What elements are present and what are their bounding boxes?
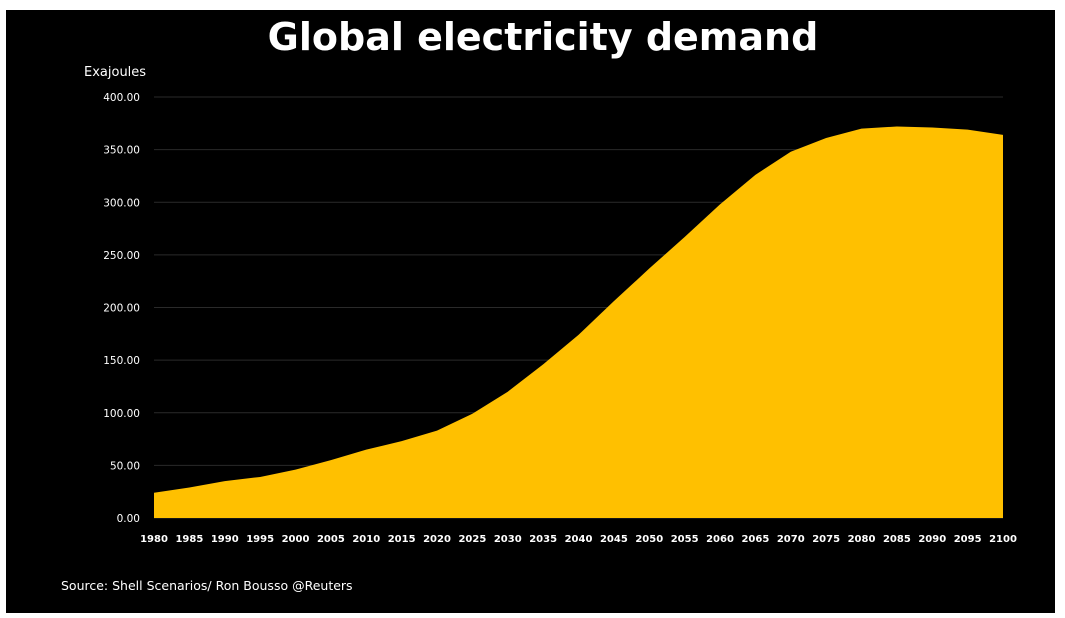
x-tick-label: 2090 — [918, 534, 946, 545]
x-tick-label: 1990 — [211, 534, 239, 545]
x-tick-label: 2080 — [848, 534, 876, 545]
gridlines — [154, 96, 1003, 519]
x-tick-label: 2045 — [600, 534, 628, 545]
x-tick-label: 2095 — [954, 534, 982, 545]
y-tick-label: 250.00 — [103, 250, 140, 262]
x-tick-label: 2060 — [706, 534, 734, 545]
x-tick-label: 2070 — [777, 534, 805, 545]
demand-area — [154, 126, 1003, 518]
y-axis-ticks: 0.00 50.00 100.00 150.00 200.00 250.00 300.00 3… — [103, 92, 140, 525]
x-tick-label: 2055 — [671, 534, 699, 545]
x-tick-label: 1980 — [140, 534, 168, 545]
x-tick-label: 2010 — [352, 534, 380, 545]
x-tick-label: 2005 — [317, 534, 345, 545]
y-tick-label: 350.00 — [103, 145, 140, 157]
x-tick-label: 2020 — [423, 534, 451, 545]
x-tick-label: 2025 — [458, 534, 486, 545]
x-tick-label: 2030 — [494, 534, 522, 545]
x-tick-label: 2035 — [529, 534, 557, 545]
chart-frame: 0.00 50.00 100.00 150.00 200.00 250.00 300.00 3… — [6, 10, 1055, 613]
area-series — [154, 126, 1003, 518]
x-tick-label: 2050 — [635, 534, 663, 545]
y-tick-label: 300.00 — [103, 197, 140, 209]
x-tick-label: 2015 — [388, 534, 416, 545]
y-tick-label: 150.00 — [103, 355, 140, 367]
x-tick-label: 2065 — [741, 534, 769, 545]
y-tick-label: 0.00 — [117, 513, 140, 525]
x-tick-label: 1995 — [246, 534, 274, 545]
y-tick-label: 50.00 — [110, 460, 140, 472]
source-note: Source: Shell Scenarios/ Ron Bousso @Reu… — [61, 578, 353, 593]
area-chart: 0.00 50.00 100.00 150.00 200.00 250.00 300.00 3… — [61, 15, 1017, 593]
x-tick-label: 1985 — [175, 534, 203, 545]
x-tick-label: 2100 — [989, 534, 1017, 545]
x-tick-label: 2040 — [565, 534, 593, 545]
y-tick-label: 400.00 — [103, 92, 140, 104]
y-tick-label: 200.00 — [103, 303, 140, 315]
x-tick-label: 2085 — [883, 534, 911, 545]
x-tick-label: 2000 — [282, 534, 310, 545]
chart-title: Global electricity demand — [268, 15, 819, 59]
y-tick-label: 100.00 — [103, 408, 140, 420]
y-axis-unit-label: Exajoules — [84, 65, 146, 80]
x-tick-label: 2075 — [812, 534, 840, 545]
x-axis-ticks: 1980 1985 1990 1995 2000 2005 2010 2015 2020 2025… — [140, 534, 1017, 545]
